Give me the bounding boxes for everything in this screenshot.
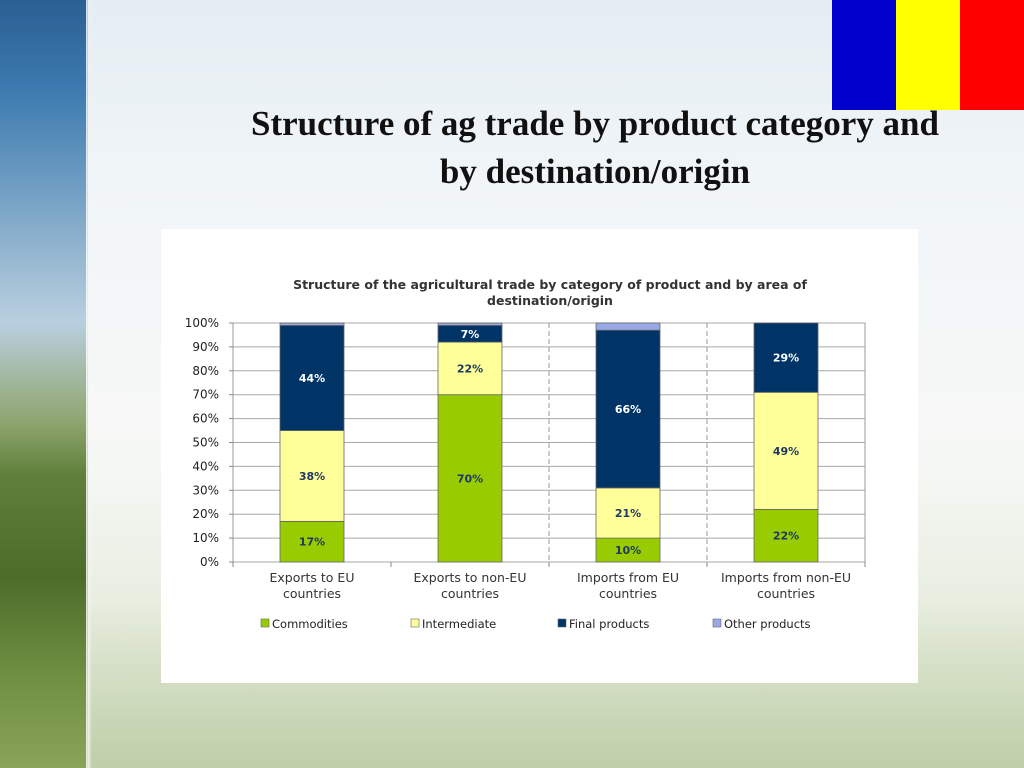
data-label: 22% — [773, 530, 799, 543]
y-tick-label: 10% — [192, 531, 219, 545]
x-category-label: countries — [599, 586, 657, 601]
bar-segment-final-products — [279, 324, 345, 431]
plot-area: 0% 10% 20% 30% 40% 50% 60% 70% 80% 90% 100% 17% 38% 4… — [185, 316, 866, 631]
chart-title-line-2: destination/origin — [487, 293, 613, 308]
flag-stripe-yellow — [896, 0, 960, 110]
legend-swatch — [410, 618, 420, 628]
bar-segment-intermediate — [753, 391, 819, 510]
x-category-label: countries — [757, 586, 815, 601]
data-label: 70% — [457, 472, 483, 485]
bar-segment-intermediate — [437, 341, 503, 396]
bar-segment-commodities — [753, 509, 819, 563]
data-label: 29% — [773, 352, 799, 365]
y-tick-label: 30% — [192, 483, 219, 497]
bar-segment-final-products — [595, 329, 661, 489]
x-category-label: Exports to EU — [270, 570, 355, 585]
data-label: 38% — [299, 470, 325, 483]
flag-stripe-blue — [832, 0, 896, 110]
legend-swatch — [557, 618, 567, 628]
legend-label: Final products — [569, 617, 649, 631]
data-label: 21% — [615, 507, 641, 520]
stacked-bar-chart: Structure of the agricultural trade by c… — [185, 277, 866, 631]
x-category-label: countries — [283, 586, 341, 601]
y-tick-label: 40% — [192, 459, 219, 473]
slide-title: Structure of ag trade by product categor… — [160, 100, 1024, 196]
y-tick-label: 20% — [192, 507, 219, 521]
x-category-label: Imports from EU — [577, 570, 679, 585]
x-category-label: countries — [441, 586, 499, 601]
romania-flag — [832, 0, 1024, 110]
y-tick-label: 80% — [192, 364, 219, 378]
y-tick-label: 70% — [192, 388, 219, 402]
bar-segment-commodities — [279, 520, 345, 563]
data-label: 22% — [457, 362, 483, 375]
data-label: 44% — [299, 372, 325, 385]
data-label: 66% — [615, 403, 641, 416]
y-tick-label: 0% — [200, 555, 219, 569]
bar-segment-other-products — [437, 322, 503, 326]
bar-segment-other-products — [595, 322, 661, 331]
side-strip-edge — [86, 0, 92, 768]
data-label: 17% — [299, 536, 325, 549]
y-tick-label: 100% — [185, 316, 219, 330]
data-label: 10% — [615, 544, 641, 557]
bar-segment-intermediate — [595, 487, 661, 539]
y-tick-label: 90% — [192, 340, 219, 354]
bar-segment-commodities — [437, 394, 503, 563]
data-label: 7% — [461, 328, 480, 341]
legend-label: Commodities — [272, 617, 348, 631]
flag-stripe-red — [960, 0, 1024, 110]
slide-title-line-2: by destination/origin — [439, 152, 751, 191]
chart-panel: Structure of the agricultural trade by c… — [161, 229, 918, 683]
y-tick-label: 60% — [192, 412, 219, 426]
x-category-label: Imports from non-EU — [721, 570, 851, 585]
legend-swatch — [712, 618, 722, 628]
legend-label: Intermediate — [422, 617, 496, 631]
bar-segment-other-products — [279, 322, 345, 326]
slide-title-line-1: Structure of ag trade by product categor… — [251, 104, 939, 143]
chart-title-line-1: Structure of the agricultural trade by c… — [293, 277, 807, 292]
legend-label: Other products — [724, 617, 811, 631]
bar-segment-final-products — [753, 322, 819, 393]
data-label: 49% — [773, 445, 799, 458]
x-category-label: Exports to non-EU — [414, 570, 527, 585]
legend-swatch — [260, 618, 270, 628]
decorative-side-strip — [0, 0, 88, 768]
y-tick-label: 50% — [192, 436, 219, 450]
